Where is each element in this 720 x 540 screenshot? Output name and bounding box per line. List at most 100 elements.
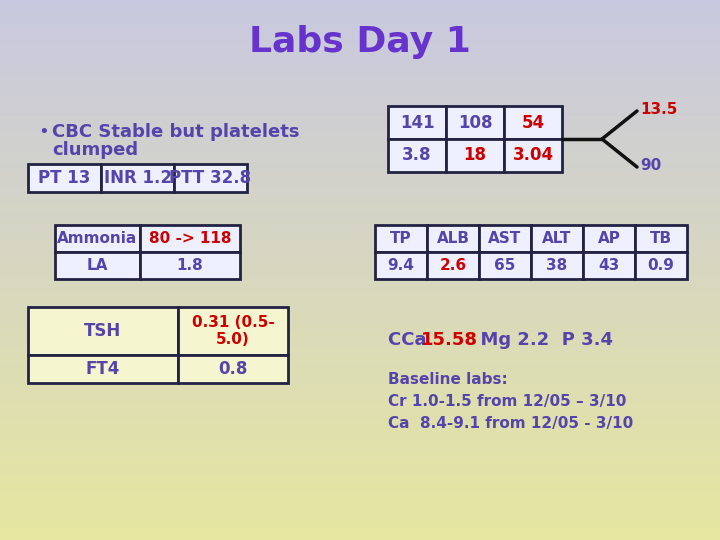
Bar xyxy=(0,474,720,478)
Text: 90: 90 xyxy=(640,158,661,172)
Bar xyxy=(0,239,720,243)
Bar xyxy=(0,245,720,248)
Bar xyxy=(583,252,635,279)
Bar xyxy=(0,204,720,208)
Bar xyxy=(0,401,720,405)
Bar xyxy=(0,164,720,167)
Bar xyxy=(0,336,720,340)
Text: Labs Day 1: Labs Day 1 xyxy=(249,25,471,59)
Bar xyxy=(0,363,720,367)
Bar xyxy=(0,269,720,273)
Bar xyxy=(0,0,720,3)
Text: 0.8: 0.8 xyxy=(218,360,248,378)
Bar xyxy=(0,407,720,410)
Bar xyxy=(0,215,720,219)
Bar xyxy=(0,428,720,432)
Bar xyxy=(0,315,720,319)
Bar xyxy=(0,183,720,186)
Bar xyxy=(0,64,720,68)
Bar xyxy=(0,150,720,154)
Bar xyxy=(0,374,720,378)
Bar xyxy=(0,339,720,343)
Bar xyxy=(0,496,720,500)
Bar xyxy=(0,480,720,483)
Bar xyxy=(0,366,720,370)
Bar xyxy=(0,377,720,381)
Bar xyxy=(0,196,720,200)
Bar xyxy=(0,488,720,491)
Text: 15.58: 15.58 xyxy=(421,331,478,349)
Bar xyxy=(0,536,720,540)
Bar xyxy=(0,534,720,537)
Text: PT 13: PT 13 xyxy=(38,169,91,187)
Bar xyxy=(375,225,427,252)
Bar xyxy=(0,512,720,516)
Bar xyxy=(0,507,720,510)
Text: FT4: FT4 xyxy=(86,360,120,378)
Text: Ammonia: Ammonia xyxy=(58,231,138,246)
Bar xyxy=(0,53,720,57)
Bar xyxy=(635,252,687,279)
Bar xyxy=(427,225,479,252)
Bar xyxy=(0,436,720,440)
Bar xyxy=(0,26,720,30)
Bar xyxy=(0,261,720,265)
Bar xyxy=(0,234,720,238)
Text: INR 1.2: INR 1.2 xyxy=(104,169,171,187)
Bar xyxy=(0,326,720,329)
Bar xyxy=(0,15,720,19)
Bar xyxy=(0,61,720,65)
Bar xyxy=(0,431,720,435)
Bar xyxy=(0,509,720,513)
Bar xyxy=(0,180,720,184)
Bar xyxy=(0,282,720,286)
Bar xyxy=(0,353,720,356)
Bar xyxy=(0,199,720,202)
Bar xyxy=(0,520,720,524)
Bar xyxy=(0,334,720,338)
Bar xyxy=(0,385,720,389)
Text: 3.04: 3.04 xyxy=(513,146,554,165)
Bar xyxy=(479,225,531,252)
Text: LA: LA xyxy=(87,258,108,273)
Bar xyxy=(0,75,720,78)
Bar xyxy=(0,304,720,308)
Bar xyxy=(531,252,583,279)
Bar xyxy=(0,207,720,211)
Text: •: • xyxy=(38,123,49,141)
Bar xyxy=(0,328,720,332)
Bar xyxy=(55,225,140,252)
Bar xyxy=(0,158,720,162)
Text: 9.4: 9.4 xyxy=(387,258,415,273)
Bar xyxy=(388,139,446,172)
Bar xyxy=(0,247,720,251)
Bar xyxy=(0,91,720,94)
Bar xyxy=(0,396,720,400)
Bar xyxy=(0,288,720,292)
Text: 80 -> 118: 80 -> 118 xyxy=(149,231,231,246)
Bar xyxy=(0,107,720,111)
Bar xyxy=(0,372,720,375)
Bar xyxy=(0,156,720,159)
Bar xyxy=(0,220,720,224)
Text: 65: 65 xyxy=(495,258,516,273)
Text: 3.8: 3.8 xyxy=(402,146,432,165)
Bar xyxy=(0,293,720,297)
Bar xyxy=(0,415,720,419)
Bar xyxy=(0,191,720,194)
Bar xyxy=(55,252,140,279)
Bar xyxy=(531,225,583,252)
Bar xyxy=(583,225,635,252)
Bar xyxy=(0,525,720,529)
Bar xyxy=(0,318,720,321)
Bar xyxy=(0,404,720,408)
Bar xyxy=(0,223,720,227)
Bar xyxy=(0,77,720,81)
Bar xyxy=(479,252,531,279)
Bar xyxy=(0,66,720,70)
Bar xyxy=(0,455,720,459)
Text: 43: 43 xyxy=(598,258,620,273)
Bar xyxy=(0,388,720,392)
Bar xyxy=(0,312,720,316)
Text: PTT 32.8: PTT 32.8 xyxy=(169,169,251,187)
